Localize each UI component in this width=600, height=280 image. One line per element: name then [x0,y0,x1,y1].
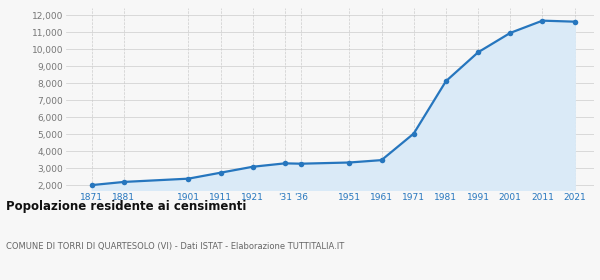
Point [538,18,547,23]
Point [570,19,580,24]
Point [344,160,354,165]
Text: COMUNE DI TORRI DI QUARTESOLO (VI) - Dati ISTAT - Elaborazione TUTTITALIA.IT: COMUNE DI TORRI DI QUARTESOLO (VI) - Dat… [6,242,344,251]
Point [505,31,515,35]
Point [119,180,129,184]
Point [184,176,193,181]
Point [473,50,483,55]
Point [216,171,226,175]
Point [377,158,386,162]
Point [409,131,419,136]
Point [441,79,451,83]
Point [296,162,306,166]
Point [280,161,290,165]
Point [87,183,97,187]
Text: Popolazione residente ai censimenti: Popolazione residente ai censimenti [6,200,247,213]
Point [248,165,257,169]
